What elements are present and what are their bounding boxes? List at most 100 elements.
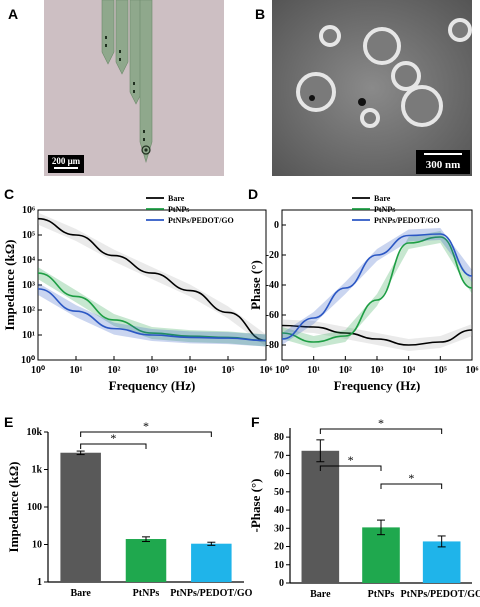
sem-pore-2 <box>309 95 315 101</box>
y-tick-label: -40 <box>266 280 279 291</box>
bar <box>60 452 101 582</box>
y-axis-label: -Phase (°) <box>248 479 263 533</box>
y-tick-label: 10³ <box>22 280 35 291</box>
y-tick-label: 50 <box>274 487 284 498</box>
y-tick-label: -20 <box>266 250 279 261</box>
x-tick-label: 10⁶ <box>466 365 479 376</box>
sem-micrograph: 300 nm <box>272 0 472 176</box>
scale-bar-label-b: 300 nm <box>426 159 461 171</box>
y-axis-label: Impedance (kΩ) <box>2 240 17 331</box>
electrode-site-dot <box>144 148 148 152</box>
x-tick-label: 10² <box>108 365 121 376</box>
chart-d: 10⁰ 10¹ 10² 10³ 10⁴ 10⁵ 10⁶ Frequency (Hz) 0 -20 -… <box>248 194 479 393</box>
significance-bracket <box>380 483 443 489</box>
bar <box>362 527 400 583</box>
y-tick-label: 0 <box>279 578 284 589</box>
x-tick-label: 10⁴ <box>402 365 415 376</box>
x-tick-label: 10² <box>339 365 352 376</box>
y-tick-label: 1k <box>31 465 42 476</box>
y-tick-label: 10² <box>22 305 35 316</box>
panel-label-f: F <box>251 414 260 430</box>
x-tick-label: 10⁴ <box>184 365 197 376</box>
bar <box>422 541 461 583</box>
y-tick-label: 10k <box>26 427 42 438</box>
series-band <box>38 212 266 347</box>
y-tick-label: 10⁵ <box>22 230 35 241</box>
y-tick-label: -60 <box>266 310 279 321</box>
x-tick-label: 10⁶ <box>260 365 273 376</box>
x-tick-label: Bare <box>310 589 331 600</box>
chart-c: 10⁰ 10¹ 10² 10³ 10⁴ 10⁵ 10⁶ Frequency (Hz) 10⁰ 10… <box>2 194 273 393</box>
bar <box>191 543 232 582</box>
y-tick-label: 20 <box>274 542 284 553</box>
x-tick-label: 10⁰ <box>31 365 45 376</box>
legend-entry: Bare <box>374 194 391 203</box>
x-axis-label: Frequency (Hz) <box>334 378 421 393</box>
panel-label-e: E <box>4 414 14 430</box>
x-tick-label: PtNPs <box>133 588 160 599</box>
y-tick-label: 1 <box>37 577 42 588</box>
x-tick-label: 10⁰ <box>275 365 289 376</box>
y-tick-label: 10⁶ <box>22 205 35 216</box>
significance-star: * <box>408 471 414 485</box>
y-tick-label: 10¹ <box>22 330 35 341</box>
bar <box>301 450 340 583</box>
x-tick-label: 10¹ <box>307 365 320 376</box>
significance-bracket <box>80 443 147 449</box>
y-axis-label: Phase (°) <box>248 260 263 310</box>
y-tick-label: 80 <box>274 432 284 443</box>
y-tick-label: 70 <box>274 450 284 461</box>
y-tick-label: 100 <box>27 502 42 513</box>
y-tick-label: 40 <box>274 505 284 516</box>
panel-label-d: D <box>248 186 259 202</box>
y-tick-label: 10 <box>274 560 284 571</box>
series-band <box>38 282 266 347</box>
significance-star: * <box>378 416 384 430</box>
legend-entry: PtNPs <box>168 205 189 214</box>
x-tick-label: PtNPs/PEDOT/GO <box>170 588 252 599</box>
significance-star: * <box>143 419 149 433</box>
chart-e: 1 10 100 1k 10k Impedance (kΩ) Bare PtNPs PtNPs/… <box>6 419 253 599</box>
sem-pore <box>358 98 366 106</box>
x-tick-label: 10³ <box>146 365 159 376</box>
x-tick-label: 10⁵ <box>222 365 235 376</box>
scale-bar-label-a: 200 μm <box>52 156 81 166</box>
y-tick-label: -80 <box>266 340 279 351</box>
legend-entry: PtNPs/PEDOT/GO <box>374 216 440 225</box>
sem-rings <box>296 18 472 128</box>
electrode-site-ring <box>141 145 151 155</box>
panel-label-b: B <box>255 6 266 22</box>
x-tick-label: PtNPs/PEDOT/GO <box>401 589 480 600</box>
legend-entry: Bare <box>168 194 185 203</box>
significance-star: * <box>110 431 116 445</box>
panel-label-c: C <box>4 186 15 202</box>
series-line <box>281 236 473 343</box>
y-tick-label: 30 <box>274 523 284 534</box>
y-tick-label: 0 <box>274 220 279 231</box>
x-axis-label: Frequency (Hz) <box>109 378 196 393</box>
panel-label-a: A <box>8 6 19 22</box>
x-tick-label: 10⁵ <box>434 365 447 376</box>
chart-f: 0 10 20 30 40 50 60 70 80 -Phase (°) Bare PtNPs PtNP… <box>248 416 480 600</box>
series-band <box>282 231 472 348</box>
y-tick-label: 10⁰ <box>21 355 35 366</box>
legend-entry: PtNPs <box>374 205 395 214</box>
sem-drawing: 300 nm <box>272 0 472 176</box>
y-axis-label: Impedance (kΩ) <box>6 462 21 553</box>
bar <box>125 539 167 582</box>
x-tick-label: PtNPs <box>368 589 395 600</box>
significance-bracket <box>319 465 382 471</box>
legend-entry: PtNPs/PEDOT/GO <box>168 216 234 225</box>
probe-photo: 200 μm <box>44 0 224 176</box>
x-tick-label: 10¹ <box>70 365 83 376</box>
series-band <box>282 228 472 345</box>
probe-electrodes <box>105 36 145 141</box>
y-tick-label: 10⁴ <box>22 255 35 266</box>
y-tick-label: 10 <box>32 540 42 551</box>
significance-bracket <box>80 431 212 437</box>
significance-star: * <box>348 453 354 467</box>
probe-photo-drawing: 200 μm <box>44 0 224 176</box>
x-tick-label: Bare <box>70 588 91 599</box>
y-tick-label: 60 <box>274 469 284 480</box>
